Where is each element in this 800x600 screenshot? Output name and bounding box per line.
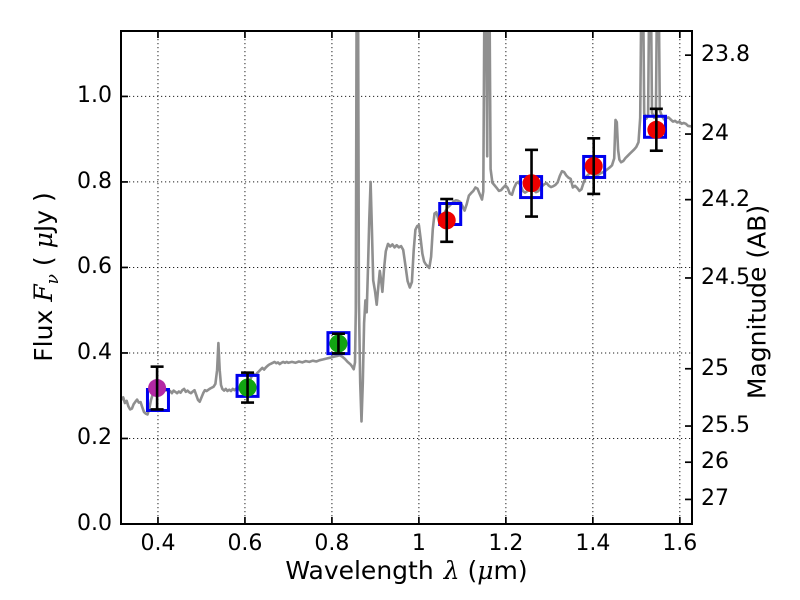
y-tick-label-right: 26	[701, 449, 729, 475]
model-spectrum-line	[121, 31, 692, 423]
x-axis-label-unit-close: m)	[493, 556, 528, 585]
y-tick-label-right: 24.5	[701, 264, 750, 290]
y-tick-label-left: 0.6	[77, 254, 112, 280]
x-tick-label: 0.4	[140, 531, 176, 556]
y-tick-label-right: 25.5	[701, 413, 750, 439]
x-tick-label: 0.6	[227, 531, 263, 556]
y-axis-label-symbol: F	[29, 284, 58, 302]
y-tick-label-right: 23.8	[701, 42, 750, 68]
y-axis-label-mu: μ	[29, 232, 58, 249]
x-tick-label: 1.6	[662, 531, 698, 556]
x-axis-label: Wavelength λ (μm)	[121, 556, 692, 585]
y-tick-label-right: 27	[701, 486, 729, 512]
y-tick-label-left: 0.8	[77, 168, 112, 194]
y-tick-label-left: 0.4	[77, 339, 112, 365]
y-axis-label-unit-close: Jy )	[29, 192, 58, 233]
x-axis-label-lambda: λ	[443, 556, 460, 585]
y-tick-label-right: 25	[701, 355, 729, 381]
y-tick-label-right: 24	[701, 121, 729, 147]
x-axis-label-unit-open: (	[467, 556, 478, 585]
y-tick-label-left: 0.2	[77, 425, 112, 451]
y-tick-label-left: 1.0	[77, 83, 112, 109]
x-axis-label-mu: μ	[477, 556, 494, 585]
x-tick-label: 1.2	[488, 531, 524, 556]
y-tick-label-left: 0.0	[77, 511, 112, 536]
x-tick-label: 0.8	[314, 531, 350, 556]
x-tick-label: 1	[411, 531, 426, 556]
x-axis-label-word: Wavelength	[285, 556, 434, 585]
x-tick-label: 1.4	[575, 531, 611, 556]
y-tick-label-right: 24.2	[701, 186, 750, 212]
